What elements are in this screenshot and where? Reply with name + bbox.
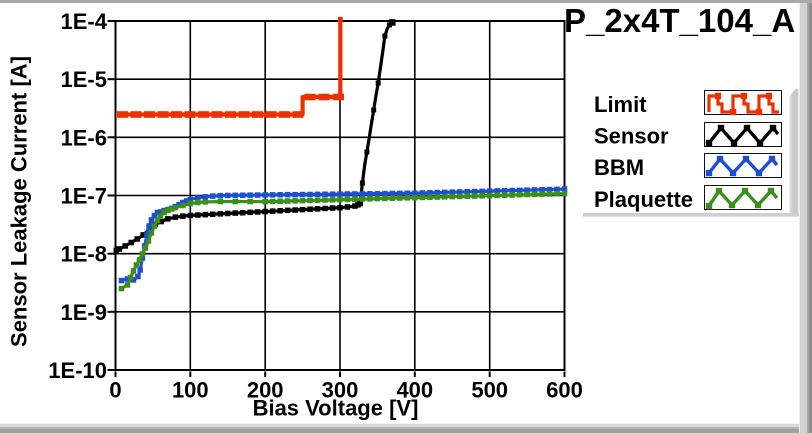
svg-text:Limit: Limit [594, 92, 647, 117]
svg-text:1E-9: 1E-9 [61, 300, 107, 325]
svg-text:Bias Voltage [V]: Bias Voltage [V] [253, 396, 419, 421]
svg-text:Sensor Leakage Current [A]: Sensor Leakage Current [A] [7, 56, 32, 347]
svg-text:400: 400 [396, 378, 433, 403]
svg-text:1E-4: 1E-4 [61, 9, 108, 34]
svg-text:600: 600 [546, 378, 583, 403]
svg-text:Sensor: Sensor [594, 124, 669, 149]
svg-text:P_2x4T_104_A: P_2x4T_104_A [564, 2, 795, 39]
svg-text:1E-8: 1E-8 [61, 242, 107, 267]
svg-text:1E-10: 1E-10 [48, 358, 107, 383]
svg-text:300: 300 [322, 378, 359, 403]
svg-text:1E-6: 1E-6 [61, 125, 107, 150]
svg-text:0: 0 [109, 378, 121, 403]
svg-text:100: 100 [172, 378, 209, 403]
svg-text:Plaquette: Plaquette [594, 187, 693, 212]
svg-text:BBM: BBM [594, 155, 644, 180]
svg-text:500: 500 [471, 378, 508, 403]
svg-text:200: 200 [247, 378, 284, 403]
svg-text:1E-5: 1E-5 [61, 67, 107, 92]
svg-text:1E-7: 1E-7 [61, 184, 107, 209]
